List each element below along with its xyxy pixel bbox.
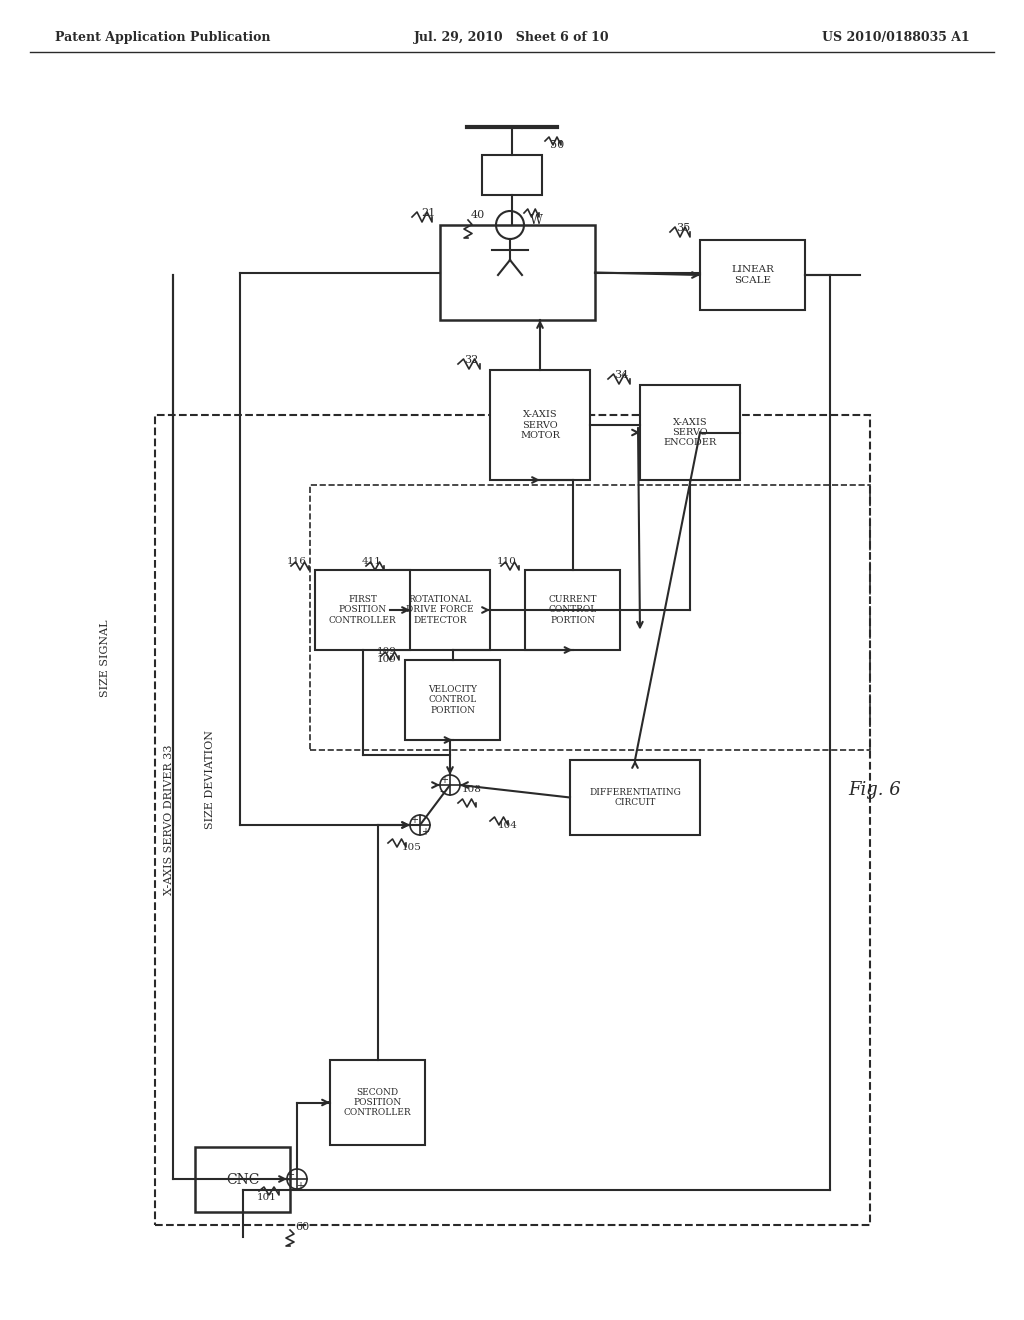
Text: SIZE DEVIATION: SIZE DEVIATION (205, 730, 215, 829)
Text: W: W (530, 214, 543, 227)
Text: 105: 105 (402, 842, 422, 851)
Text: +: + (421, 828, 429, 837)
Text: +: + (296, 1181, 304, 1191)
Text: X-AXIS
SERVO
MOTOR: X-AXIS SERVO MOTOR (520, 411, 560, 440)
Text: X-AXIS
SERVO
ENCODER: X-AXIS SERVO ENCODER (664, 417, 717, 447)
Text: 109: 109 (377, 648, 397, 656)
Bar (570, 760, 700, 836)
Bar (482, 154, 542, 195)
Text: 108: 108 (462, 785, 482, 795)
Bar (310, 484, 870, 750)
Text: 109: 109 (377, 656, 397, 664)
Bar (195, 1147, 290, 1212)
Bar (525, 570, 620, 649)
Text: ROTATIONAL
DRIVE FORCE
DETECTOR: ROTATIONAL DRIVE FORCE DETECTOR (407, 595, 474, 624)
Text: 50: 50 (550, 140, 564, 150)
Text: 40: 40 (471, 210, 485, 220)
Bar (406, 660, 500, 741)
Bar (315, 570, 410, 649)
Text: 34: 34 (613, 370, 628, 380)
Text: 101: 101 (257, 1192, 278, 1201)
Text: 35: 35 (676, 223, 690, 234)
Text: X-AXIS SERVO DRIVER 33: X-AXIS SERVO DRIVER 33 (164, 744, 174, 895)
Text: VELOCITY
CONTROL
PORTION: VELOCITY CONTROL PORTION (428, 685, 477, 715)
Text: US 2010/0188035 A1: US 2010/0188035 A1 (822, 30, 970, 44)
Text: Patent Application Publication: Patent Application Publication (55, 30, 270, 44)
Text: FIRST
POSITION
CONTROLLER: FIRST POSITION CONTROLLER (329, 595, 396, 624)
Text: 110: 110 (497, 557, 517, 566)
Bar (640, 385, 740, 480)
Text: 104: 104 (498, 821, 518, 829)
Text: 60: 60 (295, 1222, 309, 1232)
Text: LINEAR
SCALE: LINEAR SCALE (731, 265, 774, 285)
Bar (390, 570, 490, 649)
Text: +: + (440, 775, 449, 785)
Text: SIZE SIGNAL: SIZE SIGNAL (100, 619, 110, 697)
Text: CNC: CNC (226, 1172, 259, 1187)
Text: 116: 116 (287, 557, 307, 566)
Text: CURRENT
CONTROL
PORTION: CURRENT CONTROL PORTION (548, 595, 597, 624)
Text: -: - (439, 785, 444, 799)
Bar (440, 224, 595, 319)
Text: +: + (410, 814, 418, 825)
Text: 21: 21 (421, 209, 435, 218)
Text: SECOND
POSITION
CONTROLLER: SECOND POSITION CONTROLLER (344, 1088, 412, 1118)
Bar (155, 414, 870, 1225)
Text: 411: 411 (362, 557, 382, 566)
Text: +: + (286, 1170, 294, 1180)
Text: DIFFERENTIATING
CIRCUIT: DIFFERENTIATING CIRCUIT (589, 788, 681, 808)
Bar (490, 370, 590, 480)
Bar (330, 1060, 425, 1144)
Bar (700, 240, 805, 310)
Text: Jul. 29, 2010   Sheet 6 of 10: Jul. 29, 2010 Sheet 6 of 10 (414, 30, 610, 44)
Text: 32: 32 (464, 355, 478, 366)
Text: Fig. 6: Fig. 6 (849, 781, 901, 799)
